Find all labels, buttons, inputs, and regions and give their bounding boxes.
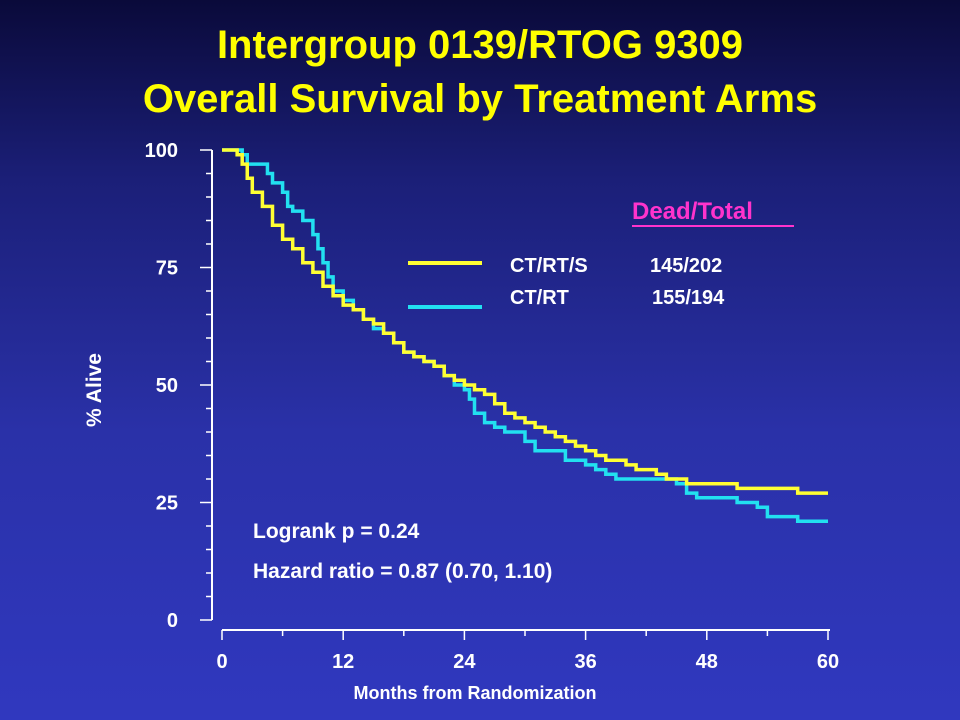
slide-title-line1: Intergroup 0139/RTOG 9309	[216, 23, 744, 67]
logrank-annotation: Logrank p = 0.24	[253, 520, 420, 543]
x-tick-label: 36	[574, 651, 596, 673]
legend-label-ctrt: CT/RT	[510, 287, 569, 309]
legend-value-ctrt: 155/194	[652, 287, 725, 309]
y-tick-label: 0	[167, 610, 178, 632]
chart-ticks: 0 25 50 75 100 0 12 24 36 48 60	[145, 140, 840, 673]
y-tick-label: 50	[156, 375, 178, 397]
series-ctrt-line	[222, 148, 828, 524]
legend-header: Dead/Total	[632, 198, 753, 225]
y-tick-label: 75	[156, 258, 178, 280]
x-axis-title: Months from Randomization	[354, 683, 597, 703]
series-ctrts-line	[222, 148, 828, 495]
y-tick-label: 100	[145, 140, 178, 162]
x-tick-label: 0	[216, 651, 227, 673]
x-tick-label: 24	[453, 651, 476, 673]
y-tick-label: 25	[156, 493, 178, 515]
x-tick-label: 60	[817, 651, 839, 673]
slide-title-line2: Overall Survival by Treatment Arms	[142, 77, 818, 121]
x-tick-label: 48	[696, 651, 718, 673]
hazard-ratio-annotation: Hazard ratio = 0.87 (0.70, 1.10)	[253, 560, 552, 583]
x-tick-label: 12	[332, 651, 354, 673]
legend-value-ctrts: 145/202	[650, 255, 722, 277]
legend-label-ctrts: CT/RT/S	[510, 255, 588, 277]
y-axis-title: % Alive	[83, 353, 106, 427]
chart-series	[222, 148, 828, 524]
